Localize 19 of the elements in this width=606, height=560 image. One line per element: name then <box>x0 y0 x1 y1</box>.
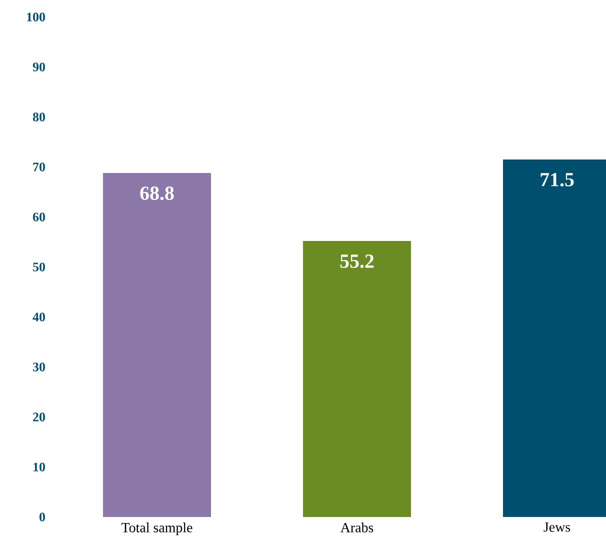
x-tick-label: Jews <box>544 522 570 532</box>
y-tick-label: 30 <box>33 362 45 372</box>
x-tick-label: Total sample <box>122 522 192 536</box>
y-tick-label: 100 <box>27 12 45 22</box>
data-label: 55.2 <box>340 254 374 268</box>
data-label: 68.8 <box>140 186 174 200</box>
y-tick-label: 40 <box>32 312 45 322</box>
bar <box>103 172 211 517</box>
data-label: 71.5 <box>540 173 574 186</box>
x-tick-label: Arabs <box>340 522 374 532</box>
y-tick-label: 50 <box>33 262 45 272</box>
y-tick-label: 60 <box>32 212 45 222</box>
y-tick-label: 90 <box>32 62 45 72</box>
y-tick-label: 80 <box>32 112 45 122</box>
y-tick-label: 0 <box>40 512 45 522</box>
y-tick-label: 70 <box>33 162 45 172</box>
bar <box>303 240 412 517</box>
y-tick-label: 10 <box>34 462 45 472</box>
y-tick-label: 20 <box>33 412 45 422</box>
